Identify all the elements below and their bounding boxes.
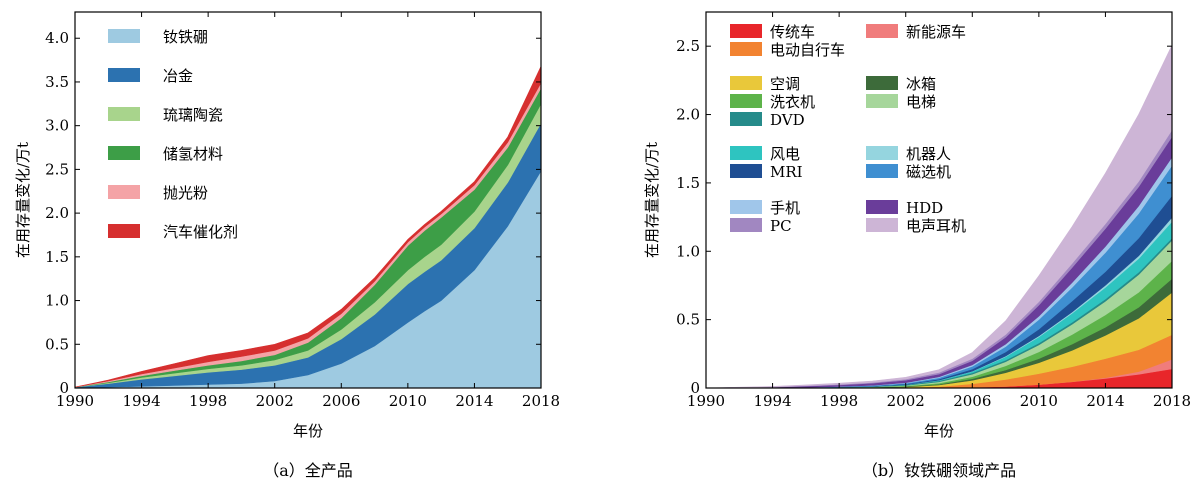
legend-label: 新能源车 (906, 23, 966, 41)
x-tick-label: 2014 (455, 392, 493, 410)
y-tick-label: 0.5 (45, 335, 69, 353)
legend-swatch (108, 224, 140, 238)
legend-label: PC (770, 217, 792, 235)
y-tick-label: 0 (690, 379, 700, 397)
legend-swatch (730, 146, 762, 160)
legend-label: 电声耳机 (906, 217, 966, 235)
panel-caption: （b）钕铁硼领域产品 (862, 461, 1016, 480)
y-axis-label: 在用存量变化/万t (643, 142, 661, 258)
x-tick-label: 2018 (522, 392, 560, 410)
legend-swatch (730, 164, 762, 178)
legend-swatch (730, 24, 762, 38)
x-tick-label: 2018 (1153, 392, 1191, 410)
legend-swatch (730, 94, 762, 108)
x-tick-label: 2006 (322, 392, 360, 410)
legend-swatch (866, 24, 898, 38)
x-tick-label: 2002 (887, 392, 925, 410)
legend-label: 手机 (770, 199, 800, 217)
legend-swatch (108, 185, 140, 199)
y-tick-label: 3.0 (45, 117, 69, 135)
y-tick-label: 1.0 (676, 242, 700, 260)
legend-swatch (730, 218, 762, 232)
y-tick-label: 3.5 (45, 73, 69, 91)
legend-label: DVD (770, 111, 805, 129)
legend-label: 冰箱 (906, 75, 936, 93)
legend-label: 琉璃陶瓷 (163, 106, 223, 124)
legend-swatch (730, 112, 762, 126)
legend-swatch (108, 107, 140, 121)
y-axis-label: 在用存量变化/万t (14, 142, 32, 258)
legend-label: 电梯 (906, 93, 936, 111)
y-tick-label: 4.0 (45, 29, 69, 47)
x-tick-label: 2010 (1020, 392, 1058, 410)
legend-label: 抛光粉 (163, 184, 208, 202)
y-tick-label: 2.5 (45, 160, 69, 178)
x-tick-label: 1990 (687, 392, 725, 410)
y-tick-label: 0 (59, 379, 69, 397)
y-tick-label: 2.0 (45, 204, 69, 222)
plot-frame (705, 11, 1173, 389)
legend-swatch (866, 200, 898, 214)
legend-label: 储氢材料 (163, 145, 223, 163)
y-tick-label: 2.0 (676, 106, 700, 124)
x-tick-label: 2006 (953, 392, 991, 410)
y-tick-label: 1.5 (45, 248, 69, 266)
panel-caption: （a）全产品 (263, 461, 353, 480)
y-tick-label: 1.5 (676, 174, 700, 192)
legend-label: 汽车催化剂 (163, 223, 238, 241)
legend-swatch (866, 76, 898, 90)
y-tick-label: 0.5 (676, 311, 700, 329)
legend-label: 冶金 (163, 67, 193, 85)
legend-swatch (866, 94, 898, 108)
x-tick-label: 1994 (122, 392, 160, 410)
series-areas (74, 66, 542, 389)
legend-swatch (866, 218, 898, 232)
chart-panel-b: 1990 1994 1998 2002 2006 2010 2014 2018 0 0.5 1.0 1… (643, 11, 1191, 480)
x-tick-label: 2010 (389, 392, 427, 410)
x-tick-label: 1994 (753, 392, 791, 410)
x-tick-label: 2002 (256, 392, 294, 410)
legend-swatch (108, 146, 140, 160)
legend-label: 钕铁硼 (163, 28, 208, 46)
legend-label: HDD (906, 199, 943, 217)
legend-label: 电动自行车 (770, 41, 845, 59)
legend-swatch (108, 68, 140, 82)
legend-swatch (730, 42, 762, 56)
legend-swatch (866, 146, 898, 160)
legend-label: 磁选机 (906, 163, 951, 181)
x-axis-label: 年份 (924, 422, 954, 440)
legend-swatch (108, 29, 140, 43)
y-tick-label: 2.5 (676, 37, 700, 55)
chart-panel-a: 1990 1994 1998 2002 2006 2010 2014 2018 0 0.5 1.0 1… (14, 11, 560, 480)
legend-label: 空调 (770, 75, 800, 93)
legend-swatch (866, 164, 898, 178)
legend-swatch (730, 200, 762, 214)
legend-label: 风电 (770, 145, 800, 163)
legend-label: MRI (770, 163, 803, 181)
legend-label: 洗衣机 (770, 93, 815, 111)
y-tick-label: 1.0 (45, 292, 69, 310)
x-axis-label: 年份 (293, 422, 323, 440)
x-tick-label: 2014 (1086, 392, 1124, 410)
x-tick-label: 1998 (189, 392, 227, 410)
legend-label: 传统车 (770, 23, 815, 41)
legend-label: 机器人 (906, 145, 951, 163)
legend-swatch (730, 76, 762, 90)
x-tick-label: 1998 (820, 392, 858, 410)
x-tick-label: 1990 (56, 392, 94, 410)
plot-frame (74, 11, 542, 389)
